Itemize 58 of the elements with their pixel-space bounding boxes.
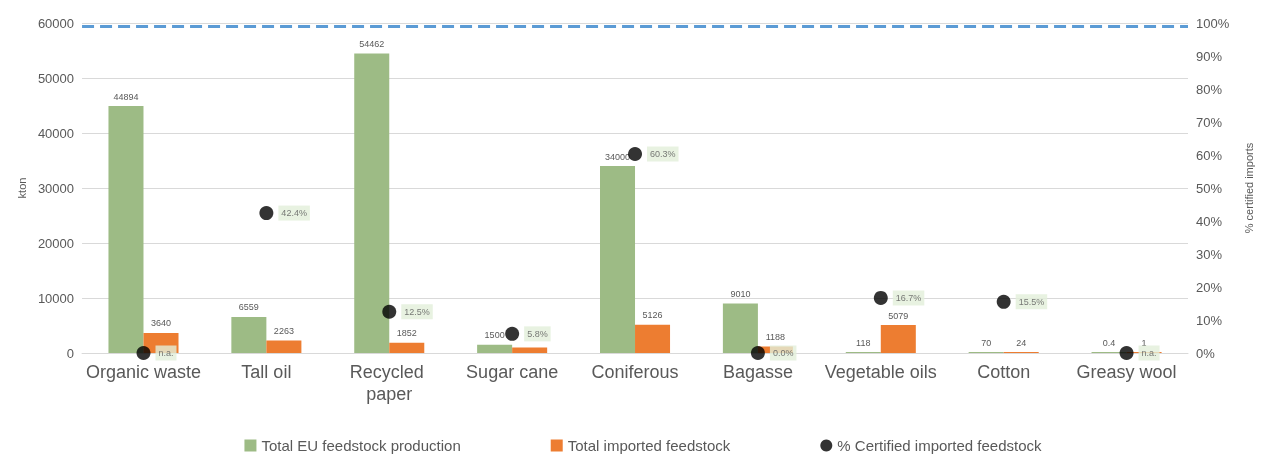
x-tick-label: Sugar cane bbox=[466, 362, 559, 382]
y2-tick-label: 80% bbox=[1196, 81, 1223, 97]
data-label: 60.3% bbox=[650, 149, 676, 160]
data-label: 2263 bbox=[273, 326, 294, 337]
legend-label: % Certified imported feedstock bbox=[837, 437, 1043, 454]
data-label: 1 bbox=[1141, 337, 1147, 348]
y-tick-label: 0 bbox=[66, 345, 75, 361]
data-label: 15.5% bbox=[1018, 296, 1045, 307]
data-label: 12.5% bbox=[404, 306, 430, 317]
y-axis-title: kton bbox=[15, 177, 28, 199]
data-label: 42.4% bbox=[281, 208, 307, 219]
y2-tick-label: 90% bbox=[1196, 48, 1223, 64]
data-label: 6559 bbox=[238, 302, 259, 313]
legend-label: Total imported feedstock bbox=[567, 437, 731, 454]
data-label: 16.7% bbox=[895, 292, 922, 303]
x-tick-label: Tall oil bbox=[241, 362, 292, 382]
y-tick-label: 40000 bbox=[37, 125, 75, 141]
y2-tick-label: 40% bbox=[1196, 213, 1223, 229]
data-label: 1852 bbox=[396, 328, 417, 339]
x-tick-label: Vegetable oils bbox=[824, 362, 937, 382]
x-tick-label: Cotton bbox=[977, 362, 1031, 382]
y2-tick-label: 20% bbox=[1196, 279, 1223, 295]
x-tick-label: Coniferous bbox=[591, 362, 679, 382]
y-tick-label: 20000 bbox=[37, 235, 75, 251]
y2-tick-label: 50% bbox=[1196, 180, 1223, 196]
x-tick-label: Bagasse bbox=[722, 362, 793, 382]
data-label: 1500 bbox=[484, 330, 505, 341]
data-label: 44894 bbox=[113, 91, 139, 102]
data-label: 1188 bbox=[765, 331, 786, 342]
data-label: 0.0% bbox=[772, 348, 794, 358]
data-label: 54462 bbox=[359, 38, 385, 49]
data-label: 5079 bbox=[888, 310, 909, 321]
data-label: 9010 bbox=[730, 288, 751, 299]
y-tick-label: 30000 bbox=[37, 180, 75, 196]
y2-tick-label: 10% bbox=[1196, 312, 1223, 328]
data-label: 34000 bbox=[605, 151, 631, 162]
x-tick-label: Greasy wool bbox=[1076, 362, 1177, 382]
data-label: 70 bbox=[981, 337, 992, 348]
y-tick-label: 50000 bbox=[37, 70, 75, 86]
x-tick-label: Recycled paper bbox=[349, 362, 429, 404]
x-tick-label: Organic waste bbox=[85, 362, 202, 382]
data-label: 5.8% bbox=[527, 328, 548, 339]
data-label: n.a. bbox=[1141, 348, 1157, 358]
data-label: n.a. bbox=[158, 348, 174, 358]
y-tick-label: 10000 bbox=[37, 290, 75, 306]
y2-tick-label: 60% bbox=[1196, 147, 1223, 163]
data-label: 5126 bbox=[642, 310, 663, 321]
data-label: 118 bbox=[856, 337, 871, 348]
y2-tick-label: 30% bbox=[1196, 246, 1223, 262]
y2-tick-label: 100% bbox=[1196, 15, 1230, 31]
y-tick-label: 60000 bbox=[37, 15, 75, 31]
data-label: 0.4 bbox=[1102, 337, 1116, 348]
y2-tick-label: 0% bbox=[1196, 345, 1216, 361]
legend-label: Total EU feedstock production bbox=[261, 437, 461, 454]
y2-axis-title: % certified imports bbox=[1242, 142, 1255, 234]
data-label: 3640 bbox=[150, 318, 172, 329]
y2-tick-label: 70% bbox=[1196, 114, 1223, 130]
data-label: 24 bbox=[1016, 337, 1027, 348]
